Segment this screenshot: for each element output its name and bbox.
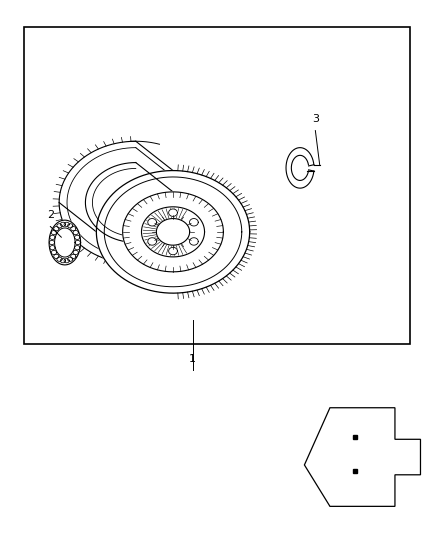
Polygon shape xyxy=(49,220,81,265)
Text: 2: 2 xyxy=(47,210,54,220)
Text: 1: 1 xyxy=(189,354,196,364)
Polygon shape xyxy=(123,192,223,272)
Polygon shape xyxy=(148,238,156,245)
Bar xyxy=(24,27,410,344)
Polygon shape xyxy=(96,171,250,293)
Polygon shape xyxy=(190,238,198,245)
Polygon shape xyxy=(169,247,177,255)
Polygon shape xyxy=(141,207,205,257)
Polygon shape xyxy=(148,219,156,226)
Text: 3: 3 xyxy=(312,114,319,124)
Polygon shape xyxy=(169,209,177,216)
Polygon shape xyxy=(190,219,198,226)
Polygon shape xyxy=(156,219,190,245)
